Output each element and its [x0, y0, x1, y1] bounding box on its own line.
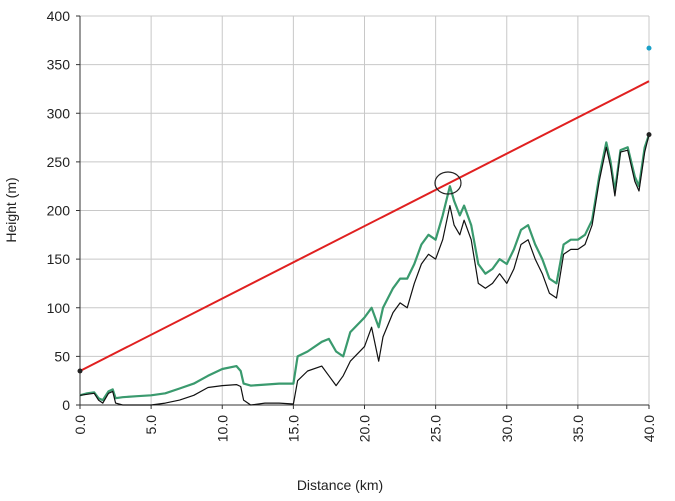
point — [646, 132, 652, 138]
x-tick-label: 15.0 — [285, 415, 301, 442]
y-tick-label: 0 — [62, 397, 70, 413]
y-tick-label: 350 — [47, 57, 71, 73]
y-tick-label: 50 — [54, 348, 70, 364]
x-axis-label: Distance (km) — [297, 477, 383, 493]
x-tick-label: 25.0 — [428, 415, 444, 442]
y-tick-label: 300 — [47, 105, 71, 121]
x-tick-label: 20.0 — [357, 415, 373, 442]
series-line — [79, 134, 651, 402]
highlight-circle — [434, 171, 462, 195]
x-tick-label: 35.0 — [570, 415, 586, 442]
y-tick-label: 150 — [47, 251, 71, 267]
point — [77, 368, 83, 374]
y-tick-label: 200 — [47, 203, 71, 219]
point — [646, 45, 652, 51]
series-line — [79, 80, 650, 372]
y-tick-label: 250 — [47, 154, 71, 170]
x-tick-label: 0.0 — [72, 415, 88, 435]
x-tick-label: 5.0 — [143, 415, 159, 435]
x-tick-label: 40.0 — [641, 415, 657, 442]
x-tick-label: 30.0 — [499, 415, 515, 442]
x-tick-label: 10.0 — [214, 415, 230, 442]
y-tick-label: 400 — [47, 8, 71, 24]
series-line — [79, 134, 650, 406]
y-tick-label: 100 — [47, 300, 71, 316]
y-axis-label: Height (m) — [3, 177, 19, 242]
